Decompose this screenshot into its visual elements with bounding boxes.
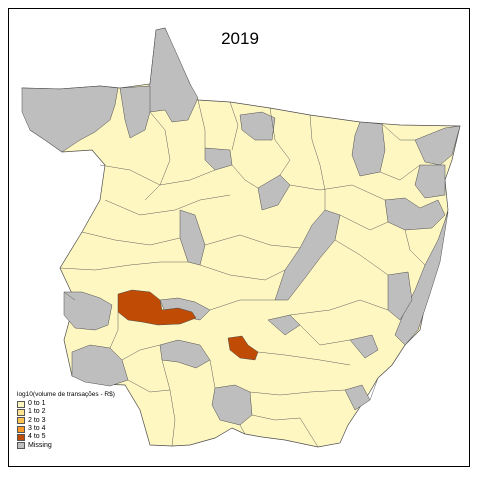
legend: log10(volume de transações - R$) 0 to 1 …: [17, 390, 115, 450]
missing-region-east-2: [414, 164, 446, 199]
legend-swatch: [17, 400, 25, 408]
legend-item-0-to-1: 0 to 1: [17, 400, 115, 408]
missing-region-east-north-2: [351, 121, 386, 177]
legend-swatch: [17, 417, 25, 425]
legend-item-missing: Missing: [17, 441, 115, 450]
legend-item-4-to-5: 4 to 5: [17, 433, 115, 441]
highlight-region-south: [227, 335, 259, 361]
legend-label: 3 to 4: [28, 425, 46, 433]
legend-title: log10(volume de transações - R$): [17, 391, 115, 398]
legend-swatch: [17, 425, 25, 433]
legend-swatch: [17, 408, 25, 416]
missing-region-east-north-3: [414, 125, 461, 166]
legend-item-2-to-3: 2 to 3: [17, 417, 115, 425]
missing-region-southwest-1: [63, 291, 113, 331]
legend-label: 4 to 5: [28, 433, 46, 441]
highlight-region-west: [117, 289, 197, 326]
legend-label: 1 to 2: [28, 408, 46, 416]
missing-regions: [21, 27, 461, 426]
legend-swatch: [17, 433, 25, 441]
missing-region-east-strip: [394, 211, 449, 346]
missing-region-center-3: [204, 147, 233, 171]
legend-label: 0 to 1: [28, 400, 46, 408]
municipality-borders: [59, 99, 426, 448]
map-title: 2019: [221, 29, 259, 48]
missing-region-south-east-2: [349, 334, 379, 359]
missing-region-south-center: [159, 339, 211, 369]
legend-item-1-to-2: 1 to 2: [17, 408, 115, 416]
legend-label: Missing: [28, 441, 52, 449]
legend-label: 2 to 3: [28, 416, 46, 424]
missing-region-south-1: [211, 384, 253, 426]
missing-region-north-west: [21, 85, 119, 153]
missing-region-east-1: [384, 197, 446, 231]
missing-region-center-east: [274, 209, 341, 301]
missing-region-center-2: [257, 174, 291, 211]
highlight-regions: [117, 289, 259, 361]
legend-swatch: [17, 442, 25, 450]
missing-region-east-north-1: [239, 111, 276, 141]
missing-region-northwest-strip: [119, 85, 151, 139]
legend-item-3-to-4: 3 to 4: [17, 425, 115, 433]
missing-region-east-south: [387, 271, 413, 321]
